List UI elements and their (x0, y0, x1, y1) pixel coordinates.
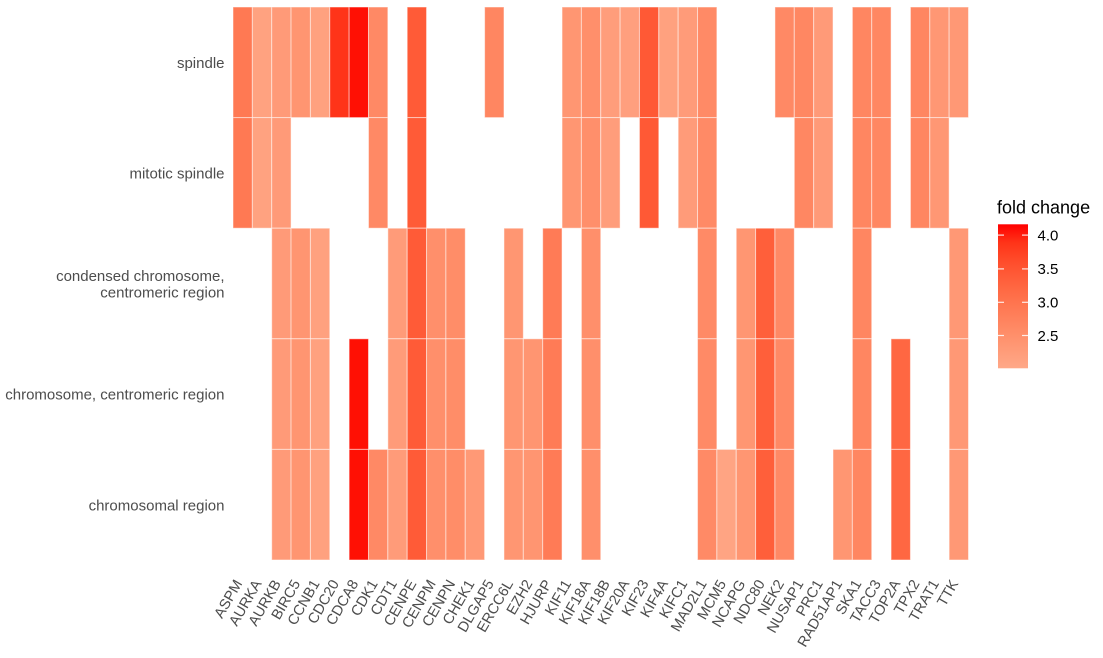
svg-text:mitotic spindle: mitotic spindle (129, 166, 224, 183)
svg-text:spindle: spindle (177, 55, 225, 72)
svg-text:condensed chromosome,: condensed chromosome, (56, 268, 224, 285)
svg-text:fold change: fold change (997, 198, 1090, 218)
svg-text:3.5: 3.5 (1038, 261, 1059, 278)
svg-text:chromosome, centromeric region: chromosome, centromeric region (5, 387, 224, 404)
svg-text:3.0: 3.0 (1038, 295, 1059, 312)
svg-text:chromosomal region: chromosomal region (89, 497, 225, 514)
svg-text:4.0: 4.0 (1038, 227, 1059, 244)
svg-text:centromeric region: centromeric region (100, 284, 224, 301)
svg-text:2.5: 2.5 (1038, 328, 1059, 345)
